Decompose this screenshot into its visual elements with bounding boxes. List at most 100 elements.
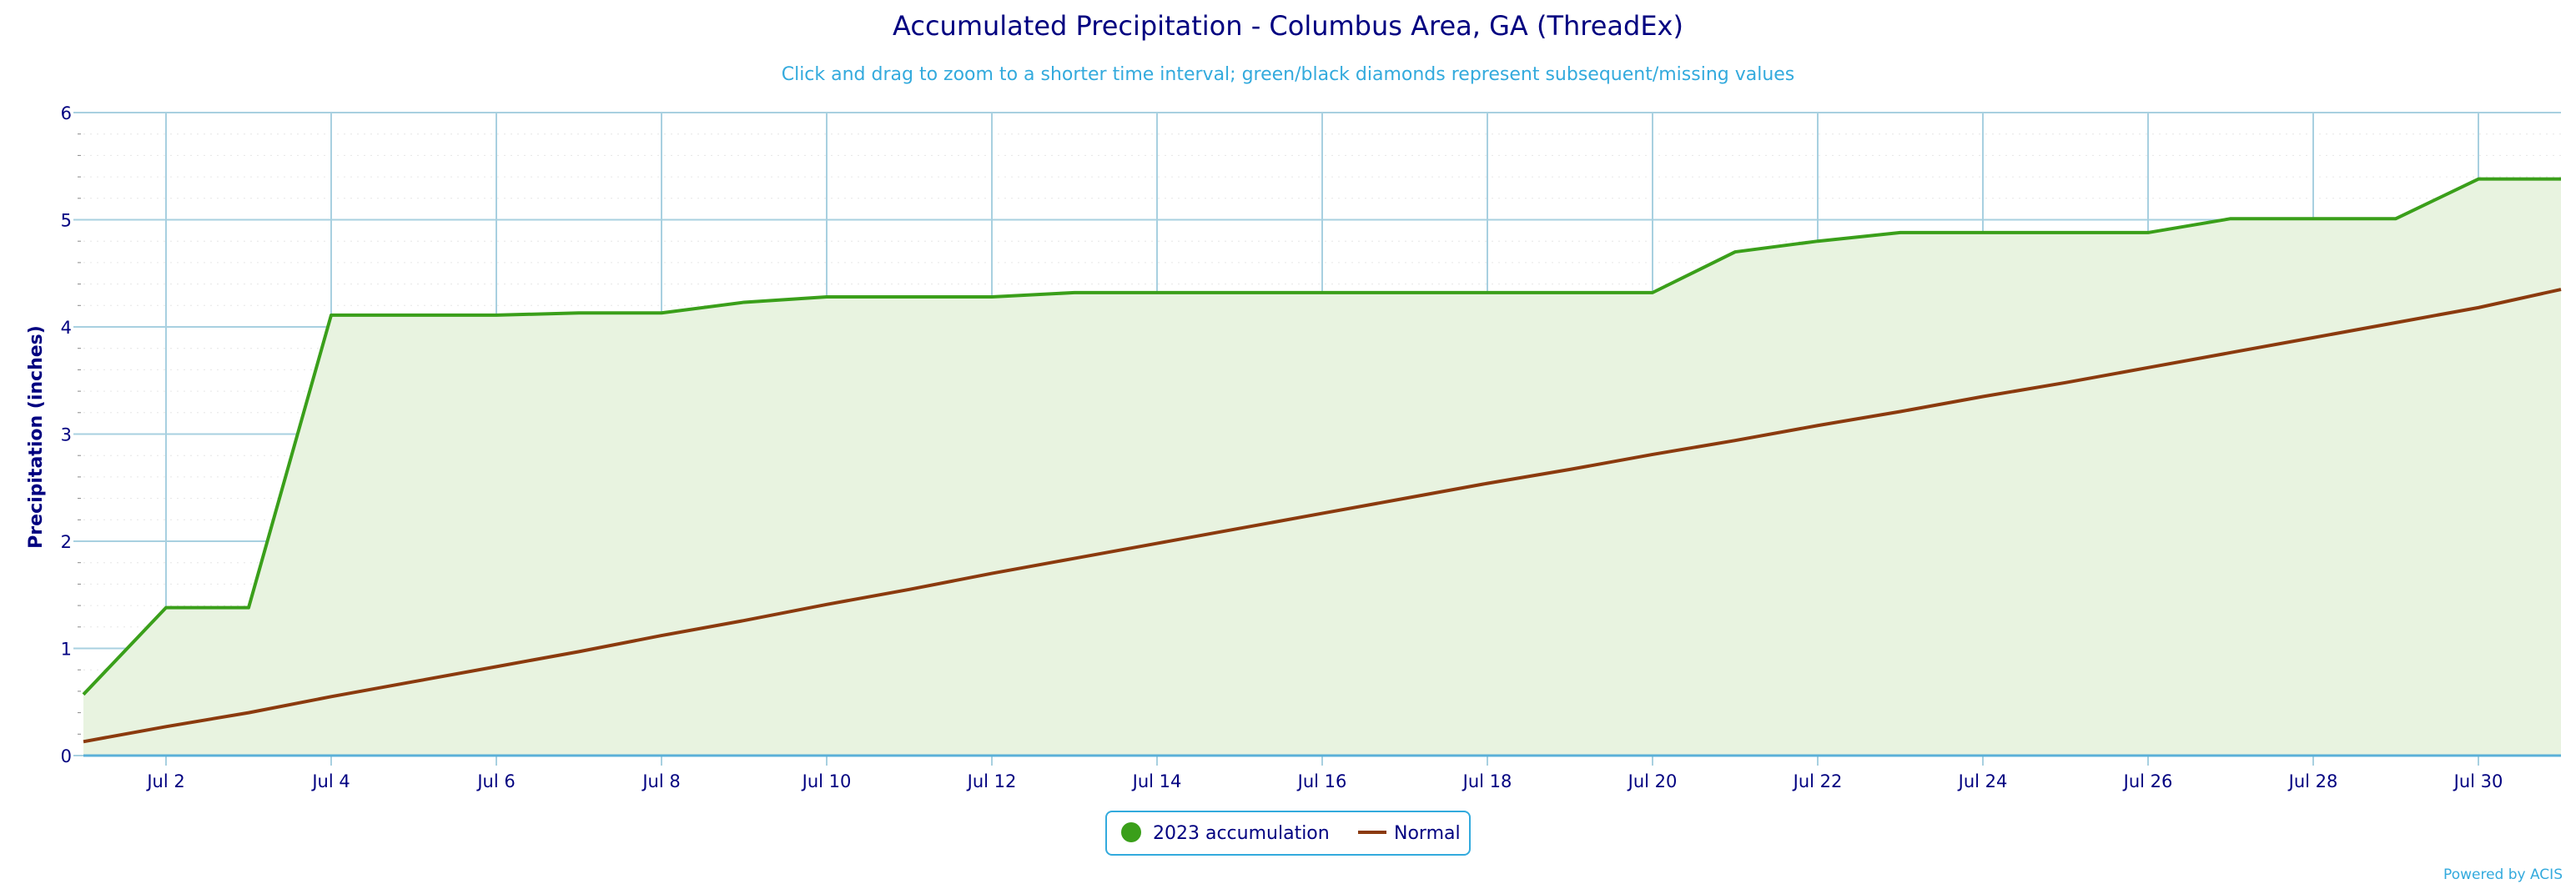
normal-point[interactable] xyxy=(1975,389,1990,404)
accumulation-point[interactable] xyxy=(2388,211,2403,226)
normal-point[interactable] xyxy=(1645,447,1660,462)
accumulation-point[interactable] xyxy=(654,305,669,320)
accumulation-point[interactable] xyxy=(1810,234,1825,249)
normal-point[interactable] xyxy=(1232,521,1247,536)
legend[interactable]: 2023 accumulation Normal xyxy=(1105,811,1471,856)
area-layer xyxy=(83,178,2561,756)
accumulation-point[interactable] xyxy=(241,600,256,615)
accumulation-point[interactable] xyxy=(1480,285,1495,300)
accumulation-point[interactable] xyxy=(1645,285,1660,300)
x-tick-label: Jul 18 xyxy=(1462,771,1512,791)
accumulation-point[interactable] xyxy=(2058,225,2073,240)
normal-point[interactable] xyxy=(1562,462,1577,477)
accumulation-point[interactable] xyxy=(1728,244,1743,259)
normal-point[interactable] xyxy=(1728,433,1743,448)
x-tick-label: Jul 4 xyxy=(310,771,350,791)
normal-point[interactable] xyxy=(158,719,174,734)
accumulation-point[interactable] xyxy=(737,294,752,309)
y-tick-label: 1 xyxy=(61,640,72,660)
accumulation-series-line[interactable] xyxy=(82,177,2561,696)
normal-point[interactable] xyxy=(2223,345,2238,360)
accumulation-point[interactable] xyxy=(1975,225,1990,240)
x-tick-label: Jul 30 xyxy=(2453,771,2503,791)
x-tick-label: Jul 16 xyxy=(1296,771,1347,791)
accumulation-point[interactable] xyxy=(1397,285,1412,300)
x-tick-label: Jul 20 xyxy=(1627,771,1678,791)
y-tick-label: 2 xyxy=(61,532,72,552)
accumulation-point[interactable] xyxy=(1562,285,1577,300)
normal-point[interactable] xyxy=(1893,404,1908,419)
legend-item-2023-accumulation[interactable]: 2023 accumulation xyxy=(1121,822,1330,844)
accumulation-point[interactable] xyxy=(406,308,421,323)
chart-title: Accumulated Precipitation - Columbus Are… xyxy=(893,10,1683,42)
normal-point[interactable] xyxy=(1480,476,1495,491)
chart-subtitle: Click and drag to zoom to a shorter time… xyxy=(782,64,1795,85)
y-tick-label: 5 xyxy=(61,211,72,231)
line-layer xyxy=(82,177,2562,744)
accumulation-point[interactable] xyxy=(571,305,586,320)
y-axis-label: Precipitation (inches) xyxy=(26,325,47,549)
normal-point[interactable] xyxy=(489,659,504,674)
legend-label-normal: Normal xyxy=(1394,823,1461,844)
normal-point[interactable] xyxy=(1067,551,1082,566)
normal-point[interactable] xyxy=(324,689,339,704)
normal-point[interactable] xyxy=(2553,282,2568,297)
accumulation-point[interactable] xyxy=(2223,211,2238,226)
normal-point[interactable] xyxy=(406,674,421,689)
x-tick-label: Jul 10 xyxy=(801,771,852,791)
normal-point[interactable] xyxy=(984,566,999,581)
normal-point[interactable] xyxy=(2388,315,2403,330)
y-tick-label: 3 xyxy=(61,425,72,445)
accumulation-point[interactable] xyxy=(1150,285,1165,300)
legend-label-2023-accumulation: 2023 accumulation xyxy=(1153,823,1330,844)
normal-point[interactable] xyxy=(1315,506,1330,521)
x-tick-label: Jul 14 xyxy=(1131,771,1182,791)
normal-point[interactable] xyxy=(1397,491,1412,506)
credit-link[interactable]: Powered by ACIS xyxy=(2443,866,2563,883)
y-tick-label: 0 xyxy=(61,746,72,766)
x-tick-label: Jul 2 xyxy=(145,771,184,791)
accumulation-point[interactable] xyxy=(2306,211,2321,226)
x-tick-label: Jul 24 xyxy=(1957,771,2008,791)
normal-point[interactable] xyxy=(1150,536,1165,551)
legend-marker-2023-accumulation xyxy=(1121,822,1141,842)
accumulation-point[interactable] xyxy=(1232,285,1247,300)
x-tick-label: Jul 12 xyxy=(966,771,1017,791)
legend-item-normal[interactable]: Normal xyxy=(1358,823,1461,844)
accumulation-point[interactable] xyxy=(984,289,999,304)
accumulation-point[interactable] xyxy=(76,687,91,702)
normal-point[interactable] xyxy=(737,613,752,628)
accumulation-point[interactable] xyxy=(2141,225,2156,240)
accumulation-point[interactable] xyxy=(2471,172,2486,187)
normal-point[interactable] xyxy=(571,644,586,659)
accumulation-point[interactable] xyxy=(1067,285,1082,300)
accumulation-point[interactable] xyxy=(1315,285,1330,300)
x-tick-label: Jul 22 xyxy=(1792,771,1843,791)
accumulation-point[interactable] xyxy=(489,308,504,323)
normal-point[interactable] xyxy=(819,597,834,612)
normal-point[interactable] xyxy=(2471,300,2486,315)
accumulation-point[interactable] xyxy=(324,308,339,323)
accumulation-point[interactable] xyxy=(902,289,917,304)
x-tick-label: Jul 28 xyxy=(2287,771,2338,791)
normal-point[interactable] xyxy=(1810,418,1825,433)
normal-point[interactable] xyxy=(241,706,256,721)
legend-box xyxy=(1105,811,1471,856)
accumulation-point[interactable] xyxy=(158,600,174,615)
y-tick-label: 6 xyxy=(61,103,72,123)
normal-point[interactable] xyxy=(654,628,669,643)
accumulation-point[interactable] xyxy=(1893,225,1908,240)
normal-series-line[interactable] xyxy=(83,288,2562,744)
x-tick-label: Jul 8 xyxy=(641,771,680,791)
normal-point[interactable] xyxy=(76,734,91,749)
y-tick-label: 4 xyxy=(61,318,72,338)
normal-point[interactable] xyxy=(902,582,917,597)
normal-point[interactable] xyxy=(2058,375,2073,390)
accumulation-point[interactable] xyxy=(819,289,834,304)
normal-point[interactable] xyxy=(2306,330,2321,345)
accumulation-area xyxy=(83,178,2561,756)
normal-point[interactable] xyxy=(2141,360,2156,375)
accumulation-point[interactable] xyxy=(2553,172,2568,187)
axes: 0 1 2 3 4 5 6 Jul 2 Jul 4 Jul 6 Jul 8 Jul 10 Jul 12 J… xyxy=(61,103,2561,791)
